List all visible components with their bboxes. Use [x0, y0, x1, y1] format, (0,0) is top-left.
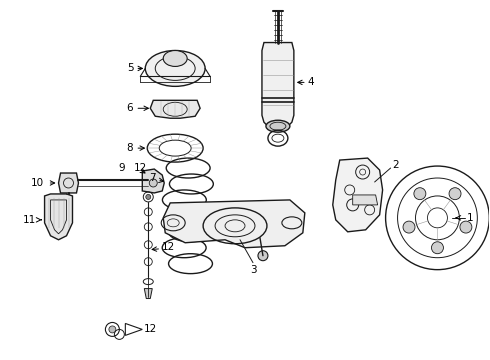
- Text: 5: 5: [127, 63, 133, 73]
- Polygon shape: [150, 100, 200, 118]
- Ellipse shape: [145, 50, 205, 86]
- Text: 7: 7: [148, 173, 155, 183]
- Circle shape: [449, 188, 461, 200]
- Polygon shape: [142, 169, 164, 193]
- Polygon shape: [163, 200, 305, 248]
- Polygon shape: [58, 173, 78, 193]
- Text: 4: 4: [308, 77, 315, 87]
- Circle shape: [149, 179, 157, 187]
- Text: 3: 3: [250, 265, 256, 275]
- Circle shape: [403, 221, 415, 233]
- Polygon shape: [262, 42, 294, 126]
- Circle shape: [146, 194, 151, 199]
- Text: 11: 11: [23, 215, 36, 225]
- Circle shape: [109, 326, 116, 333]
- Circle shape: [460, 221, 472, 233]
- Text: 6: 6: [127, 103, 133, 113]
- Circle shape: [414, 188, 426, 200]
- Text: 8: 8: [127, 143, 133, 153]
- Text: 2: 2: [392, 160, 399, 170]
- Text: 1: 1: [466, 213, 473, 223]
- Polygon shape: [144, 289, 152, 298]
- Text: 12: 12: [144, 324, 158, 334]
- Polygon shape: [45, 194, 73, 240]
- Polygon shape: [353, 195, 378, 205]
- Text: 9: 9: [119, 163, 125, 173]
- Ellipse shape: [266, 120, 290, 132]
- Circle shape: [258, 251, 268, 261]
- Ellipse shape: [163, 50, 187, 67]
- Polygon shape: [333, 158, 383, 232]
- Text: 12: 12: [162, 242, 175, 252]
- Circle shape: [432, 242, 443, 254]
- Text: 12: 12: [133, 163, 147, 173]
- Text: 10: 10: [30, 178, 44, 188]
